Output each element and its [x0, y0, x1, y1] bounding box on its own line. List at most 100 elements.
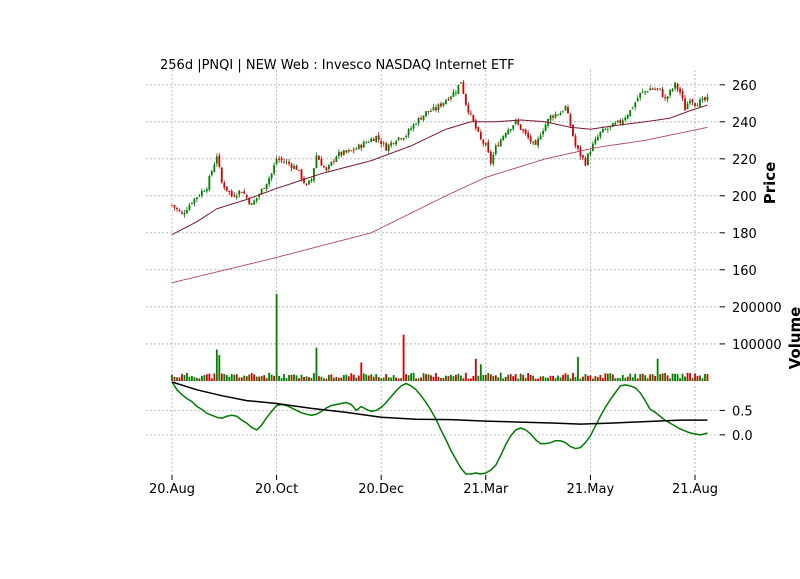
x-tick-label: 21.Aug: [672, 482, 718, 497]
volume-bar: [477, 375, 480, 381]
volume-bar: [549, 375, 552, 381]
volume-bar: [415, 378, 417, 381]
volume-bar: [283, 374, 285, 381]
candle-body: [574, 136, 577, 146]
candle-body: [290, 164, 293, 168]
volume-bar: [577, 356, 579, 381]
volume-bar: [704, 373, 706, 381]
candle-body: [519, 124, 522, 130]
candle-body: [686, 103, 689, 110]
volume-bar: [604, 373, 607, 381]
volume-bar: [512, 376, 515, 381]
volume-bar: [225, 375, 228, 381]
candle-body: [659, 88, 662, 90]
volume-bar: [372, 376, 375, 381]
volume-bar: [684, 376, 686, 381]
candle-body: [494, 145, 497, 155]
candle-body: [646, 91, 649, 93]
candle-body: [375, 135, 378, 143]
candle-body: [412, 124, 415, 129]
volume-bar: [479, 364, 482, 381]
candle-body: [205, 189, 208, 192]
volume-bar: [591, 378, 594, 381]
volume-bar: [487, 372, 490, 381]
candle-body: [305, 183, 308, 185]
candle-body: [537, 138, 539, 146]
volume-bar: [442, 377, 445, 381]
volume-bar: [489, 374, 492, 381]
candle-body: [666, 96, 669, 100]
candle-body: [198, 195, 201, 197]
candle-body: [634, 102, 637, 108]
volume-bar: [656, 358, 659, 381]
candle-body: [696, 105, 699, 107]
volume-bar: [410, 373, 412, 381]
candle-body: [318, 156, 320, 160]
volume-bar: [210, 378, 213, 381]
candle-body: [238, 190, 241, 195]
volume-bar: [435, 373, 437, 381]
volume-bar: [447, 376, 450, 381]
candle-body: [502, 136, 505, 141]
candle-body: [626, 115, 629, 119]
volume-bar: [554, 378, 557, 381]
candle-body: [487, 141, 490, 153]
volume-bar: [621, 374, 624, 381]
candle-body: [243, 191, 246, 194]
candle-body: [303, 178, 305, 184]
signal-line: [171, 381, 708, 425]
volume-bar: [387, 377, 390, 381]
candle-body: [387, 144, 390, 151]
candle-body: [186, 210, 188, 214]
volume-bar: [696, 375, 699, 381]
candle-body: [579, 147, 582, 157]
candle-body: [332, 161, 335, 162]
candle-body: [636, 98, 639, 102]
volume-bar: [275, 293, 278, 381]
candle-body: [285, 161, 288, 163]
volume-bar: [355, 377, 358, 381]
volume-bar: [671, 373, 674, 381]
volume-bar: [537, 378, 539, 381]
candle-body: [268, 178, 271, 185]
volume-bar: [544, 377, 547, 381]
volume-bar: [539, 376, 542, 381]
volume-bar: [636, 378, 639, 381]
volume-bar: [529, 374, 532, 381]
volume-bar: [310, 378, 313, 381]
candle-body: [596, 136, 599, 140]
volume-bar: [293, 374, 295, 381]
volume-bar: [564, 373, 567, 381]
volume-bar: [200, 376, 203, 381]
candle-body: [213, 164, 216, 172]
volume-bar: [243, 375, 246, 381]
y-tick-label: 0.5: [732, 404, 753, 419]
volume-bar: [492, 376, 495, 381]
candle-body: [527, 132, 530, 138]
candle-body: [380, 141, 383, 145]
candle-body: [323, 166, 325, 168]
candle-body: [509, 128, 512, 131]
volume-bar: [641, 373, 644, 381]
candle-body: [278, 158, 280, 160]
candle-body: [609, 125, 612, 128]
volume-bar: [263, 375, 266, 381]
volume-bar: [280, 378, 283, 381]
volume-bar: [464, 372, 467, 381]
candle-body: [701, 98, 704, 100]
volume-bar: [337, 377, 340, 381]
candle-body: [654, 89, 657, 90]
volume-bar: [420, 377, 422, 381]
candle-body: [689, 100, 691, 104]
candle-body: [432, 107, 435, 111]
volume-bar: [365, 374, 368, 381]
candle-body: [691, 99, 694, 103]
volume-bar: [238, 377, 241, 381]
candle-body: [631, 107, 634, 109]
volume-bar: [474, 358, 477, 381]
volume-bar: [639, 374, 642, 381]
candle-body: [313, 168, 315, 181]
volume-bar: [547, 377, 549, 381]
candle-body: [582, 155, 584, 158]
